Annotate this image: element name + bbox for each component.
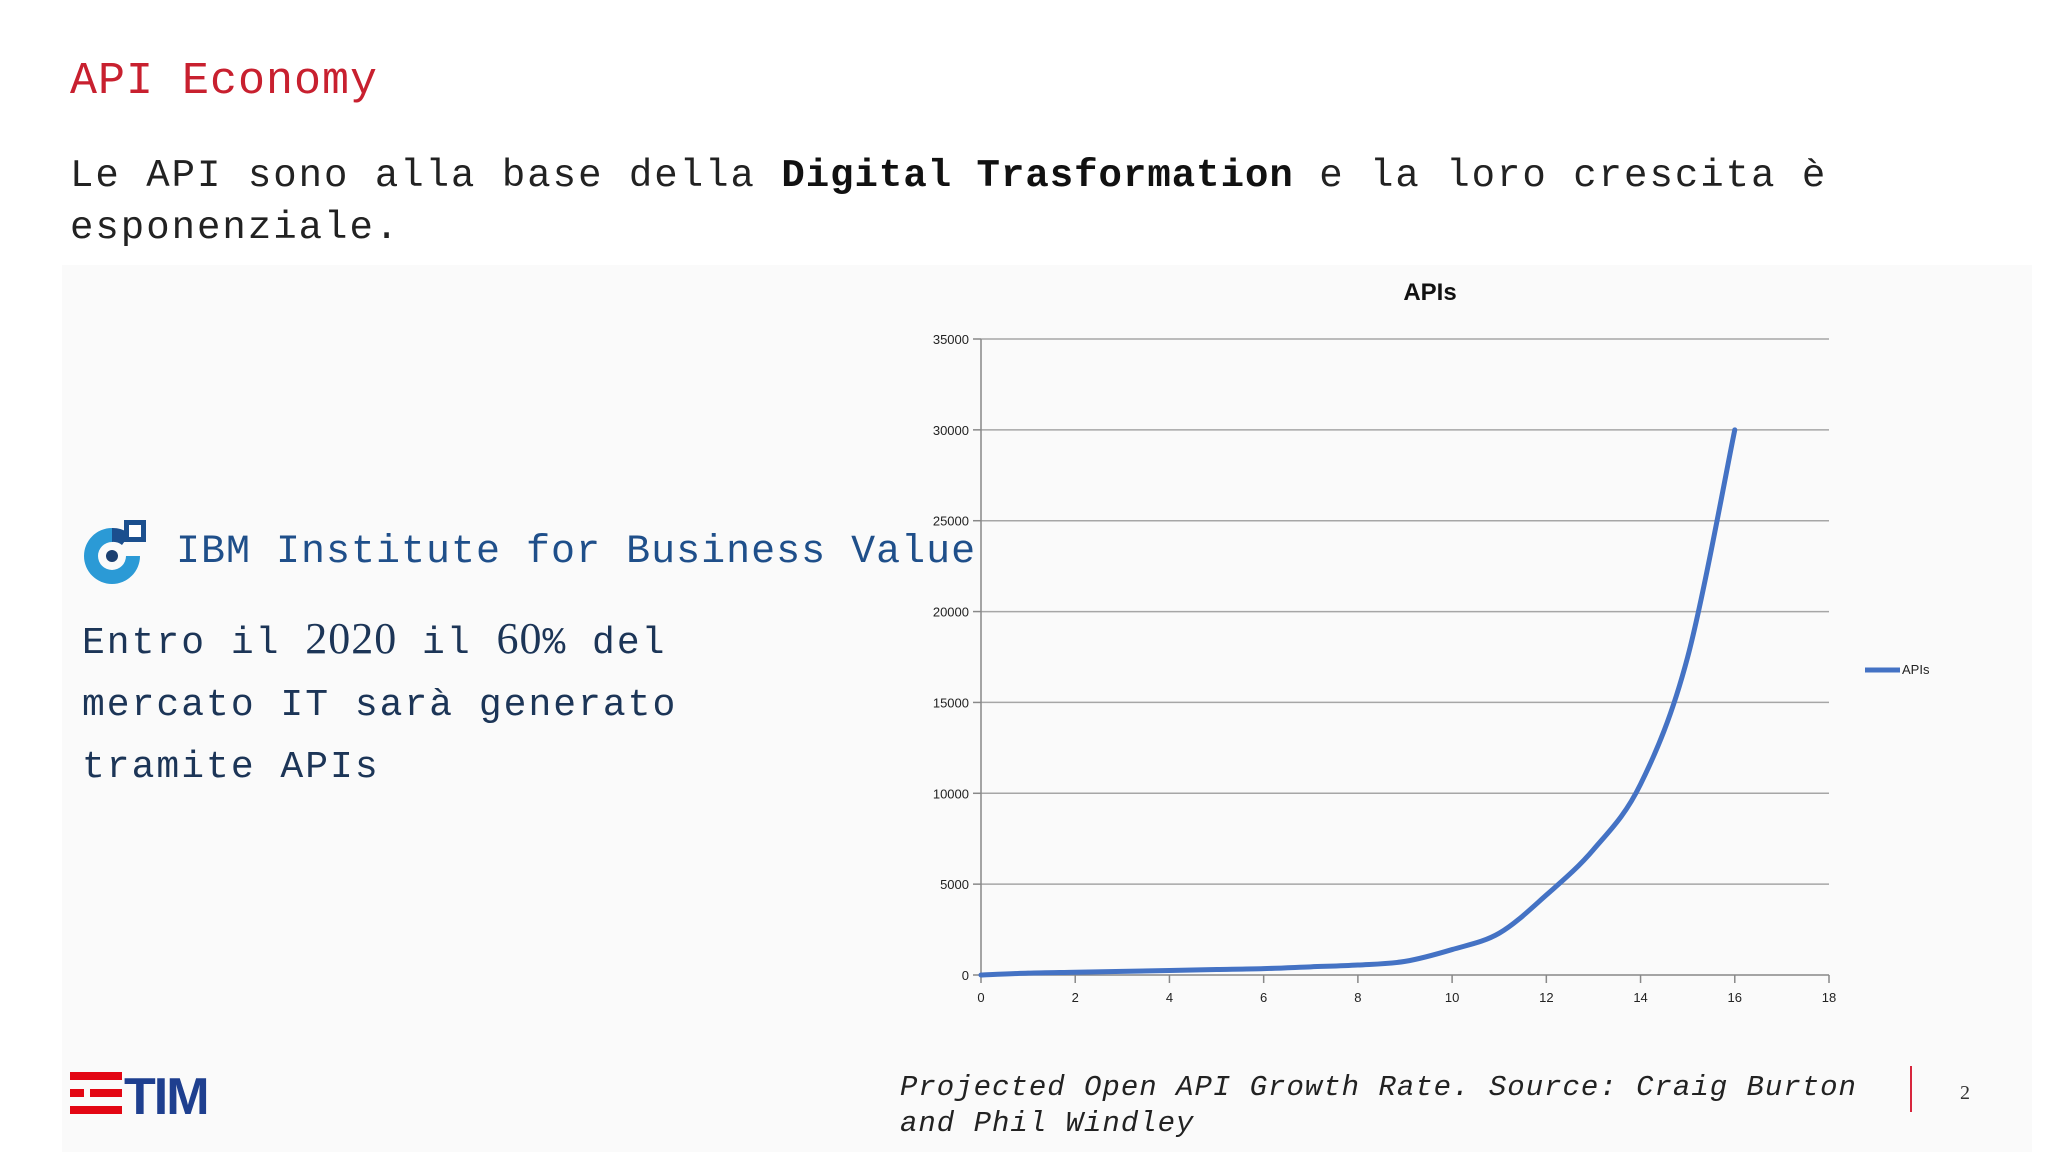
x-tick-label: 2 (1072, 990, 1079, 1005)
chart-legend: APIs (1865, 662, 1930, 677)
x-tick-label: 10 (1445, 990, 1459, 1005)
chart-title: APIs (1403, 279, 1456, 306)
intro-text-highlight: Digital Trasformation (781, 154, 1294, 198)
ibm-ibv-logo-icon (84, 520, 146, 584)
ibm-statistic-year: 2020 (305, 614, 398, 663)
x-tick-label: 14 (1633, 990, 1647, 1005)
chart-series (978, 427, 1738, 978)
ibm-institute-name: IBM Institute for Business Value (176, 530, 977, 575)
slide-title: API Economy (70, 56, 379, 107)
x-tick-label: 12 (1539, 990, 1553, 1005)
ibm-statistic: Entro il 2020 il 60% del mercato IT sarà… (82, 608, 742, 799)
api-growth-chart: APIs 0 5000 10000 15000 20000 25000 30000 35000… (900, 270, 1960, 1030)
intro-text: Le API sono alla base della Digital Tras… (70, 150, 1970, 254)
x-tick-label: 4 (1166, 990, 1173, 1005)
y-tick-label: 5000 (940, 877, 969, 892)
x-tick-label: 6 (1260, 990, 1267, 1005)
tim-logo: TIM (70, 1068, 210, 1118)
y-tick-label: 10000 (933, 786, 969, 801)
y-tick-label: 35000 (933, 332, 969, 347)
page-number: 2 (1960, 1082, 1970, 1104)
chart-svg: APIs 0 5000 10000 15000 20000 25000 30000 35000… (933, 279, 1930, 1005)
chart-y-ticks: 0 5000 10000 15000 20000 25000 30000 35000 (933, 332, 981, 983)
y-tick-label: 15000 (933, 695, 969, 710)
chart-caption: Projected Open API Growth Rate. Source: … (900, 1071, 1857, 1140)
intro-text-start: Le API sono alla base della (70, 154, 782, 198)
ibm-statistic-percent: 60 (496, 614, 543, 663)
y-tick-label: 25000 (933, 514, 969, 529)
intro-text-end: e la loro crescita è esponenziale. (70, 154, 1828, 250)
y-tick-label: 0 (962, 968, 969, 983)
x-tick-label: 0 (977, 990, 984, 1005)
y-tick-label: 30000 (933, 423, 969, 438)
svg-text:TIM: TIM (124, 1068, 208, 1118)
chart-gridlines (981, 338, 1829, 885)
footer-divider (1910, 1066, 1912, 1112)
ibm-statistic-part-3: % del mercato IT sarà generato tramite A… (82, 622, 678, 789)
x-tick-label: 18 (1822, 990, 1836, 1005)
chart-x-ticks: 0 2 4 6 8 10 12 14 16 18 (977, 975, 1836, 1005)
x-tick-label: 16 (1728, 990, 1742, 1005)
content-background (62, 265, 2032, 1152)
legend-label: APIs (1902, 662, 1930, 677)
ibm-statistic-part-2: il (397, 622, 497, 665)
ibm-statistic-part-1: Entro il (82, 622, 306, 665)
chart-axes (980, 339, 1829, 976)
x-tick-label: 8 (1354, 990, 1361, 1005)
tim-logo-bars-icon (70, 1072, 122, 1114)
y-tick-label: 20000 (933, 605, 969, 620)
